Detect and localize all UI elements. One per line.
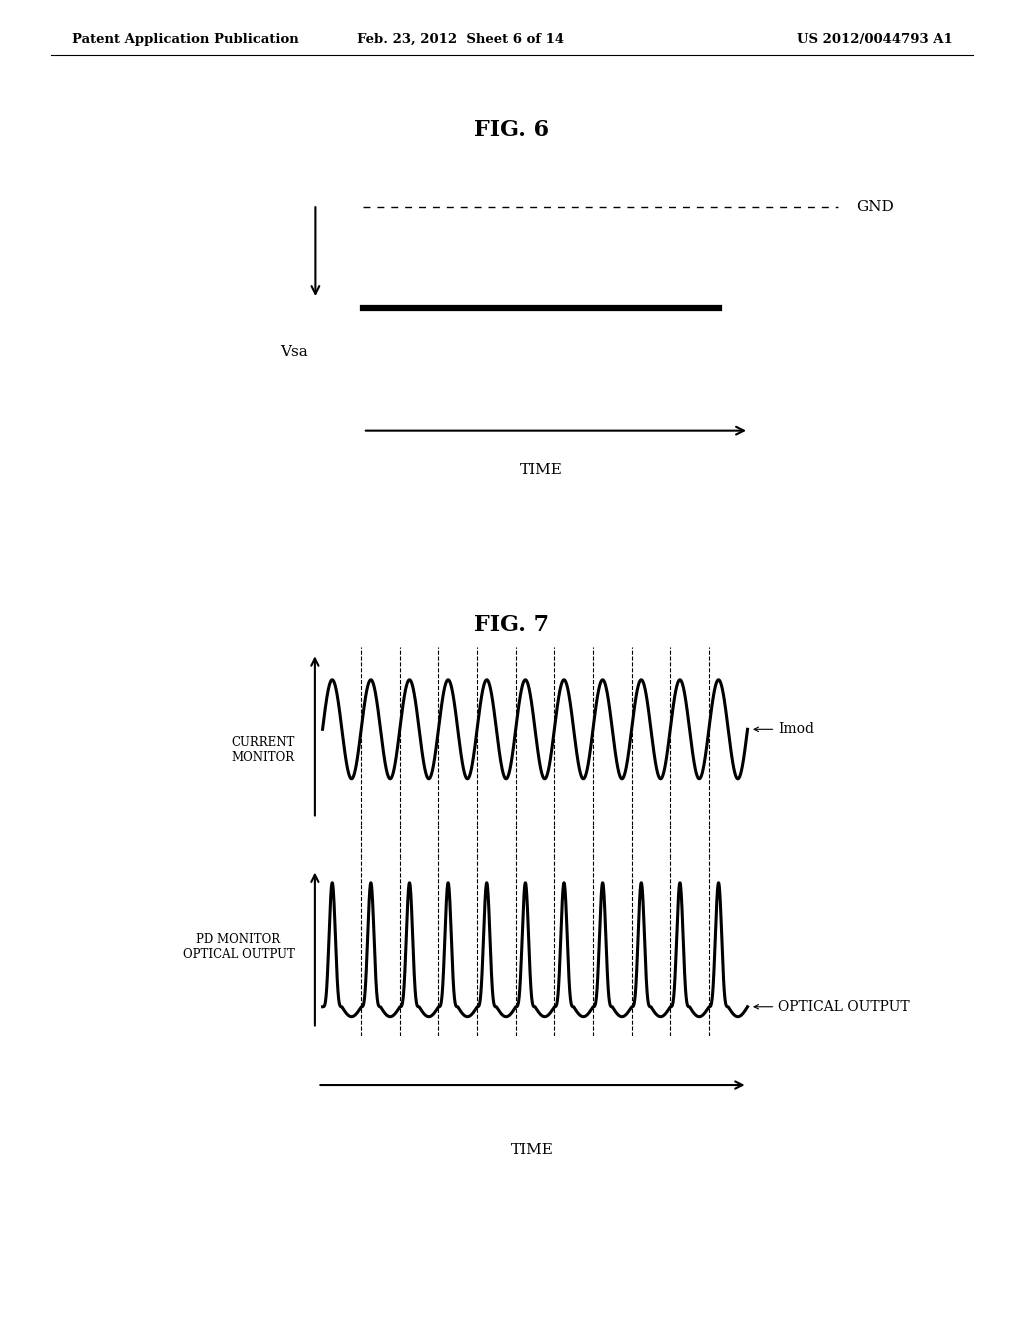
Text: Vsa: Vsa bbox=[280, 346, 307, 359]
Text: FIG. 7: FIG. 7 bbox=[474, 614, 550, 636]
Text: Feb. 23, 2012  Sheet 6 of 14: Feb. 23, 2012 Sheet 6 of 14 bbox=[357, 33, 564, 46]
Text: FIG. 6: FIG. 6 bbox=[474, 119, 550, 141]
Text: US 2012/0044793 A1: US 2012/0044793 A1 bbox=[797, 33, 952, 46]
Text: GND: GND bbox=[856, 199, 894, 214]
Text: Patent Application Publication: Patent Application Publication bbox=[72, 33, 298, 46]
Text: PD MONITOR
OPTICAL OUTPUT: PD MONITOR OPTICAL OUTPUT bbox=[182, 933, 295, 961]
Text: CURRENT
MONITOR: CURRENT MONITOR bbox=[231, 737, 295, 764]
Text: Imod: Imod bbox=[754, 722, 814, 737]
Text: OPTICAL OUTPUT: OPTICAL OUTPUT bbox=[754, 999, 910, 1014]
Text: TIME: TIME bbox=[511, 1143, 554, 1158]
Text: TIME: TIME bbox=[519, 463, 562, 477]
